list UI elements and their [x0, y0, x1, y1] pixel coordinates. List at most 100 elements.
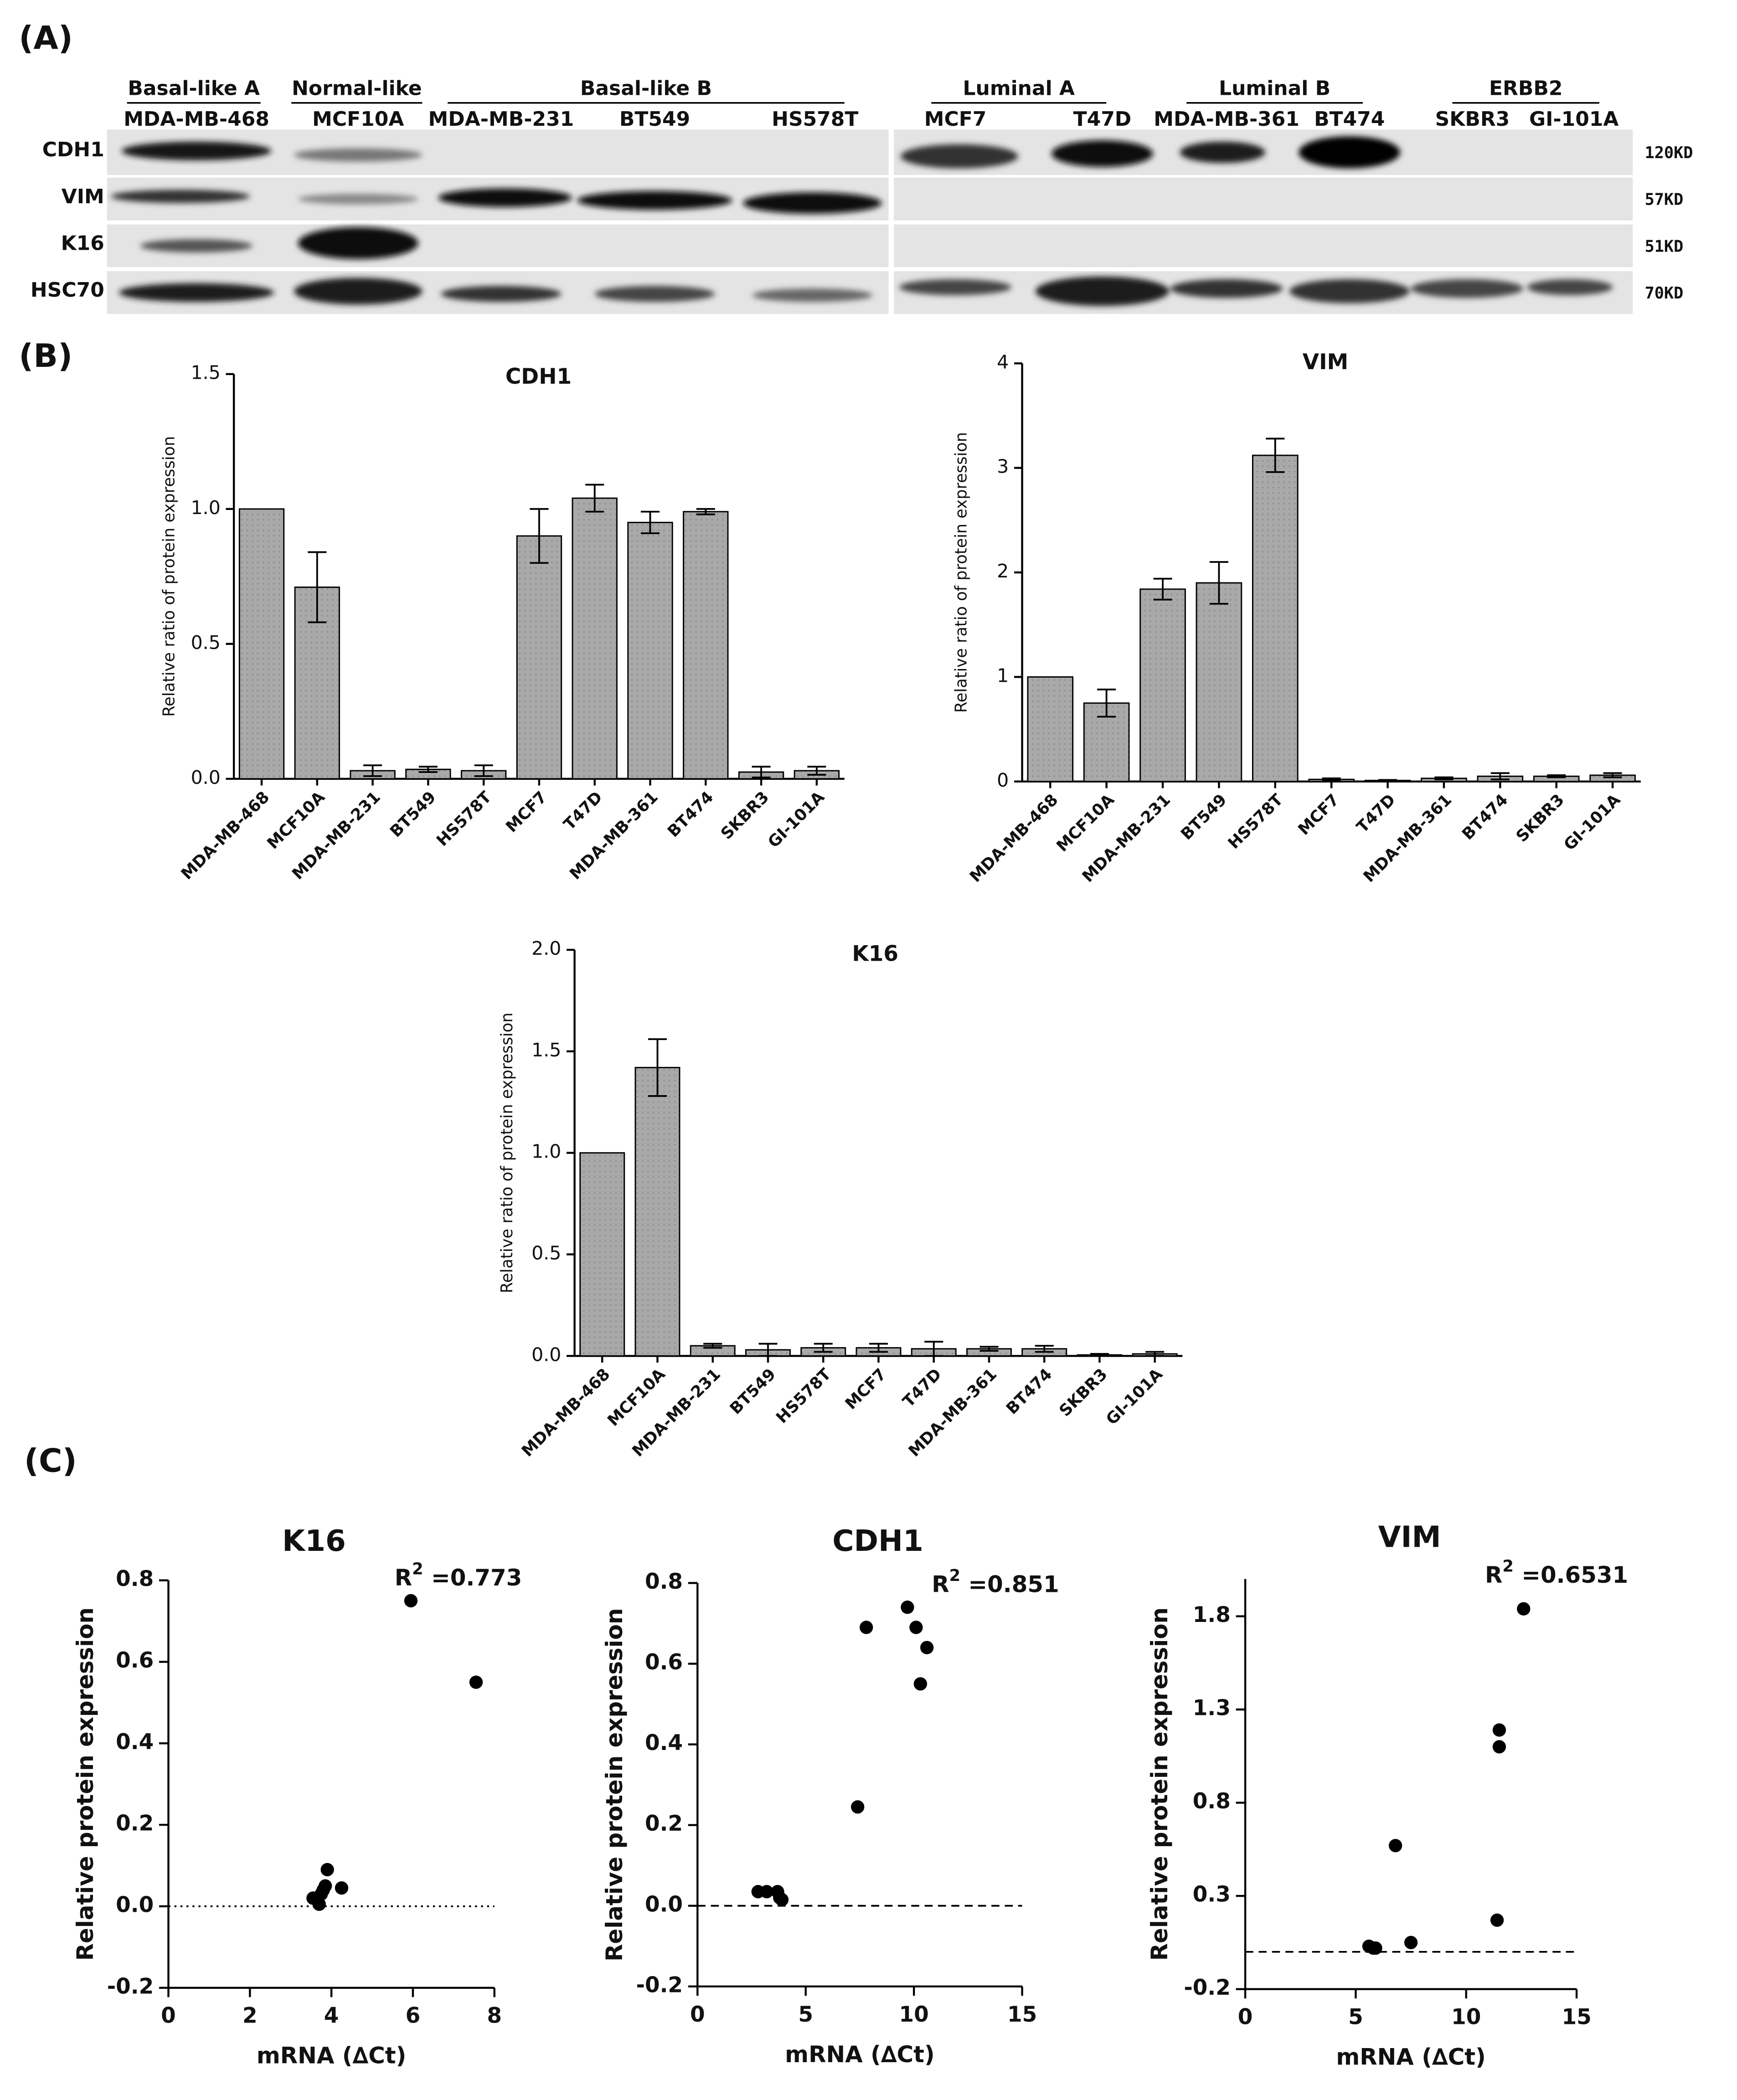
point [851, 1800, 865, 1814]
chart-title: VIM [1303, 350, 1348, 375]
y-axis-label: Relative ratio of protein expression [952, 432, 971, 713]
blot-strip [894, 177, 1633, 221]
annotation-text: =0.851 [960, 1571, 1059, 1597]
point [760, 1885, 773, 1899]
y-tick-label: 2.0 [531, 937, 561, 959]
error-bar [814, 1343, 833, 1353]
band [1035, 276, 1170, 306]
annotation-text: =0.773 [423, 1564, 522, 1590]
point [469, 1675, 483, 1689]
chart-title: CDH1 [505, 364, 572, 389]
y-tick-label: 1.5 [191, 362, 221, 384]
bar-group [911, 1341, 957, 1357]
y-tick-label: 0.2 [116, 1811, 154, 1836]
x-tick-label: 0 [1238, 2005, 1253, 2030]
point [909, 1621, 923, 1634]
bar-group [1021, 1345, 1067, 1357]
point [1404, 1935, 1418, 1950]
band [441, 286, 562, 302]
point [775, 1893, 789, 1907]
bar-group [1308, 777, 1355, 782]
y-tick-label: 0.6 [116, 1648, 154, 1673]
band [900, 144, 1018, 169]
bar-group [738, 766, 784, 780]
bar-group [572, 484, 618, 780]
error-bar [696, 508, 715, 515]
y-tick-label: 1.5 [531, 1039, 561, 1061]
row-label: K16 [61, 232, 104, 255]
bar-group [690, 1343, 736, 1357]
bar-group [1421, 776, 1467, 782]
bar-texture [691, 1345, 735, 1356]
x-tick-label: 10 [899, 2002, 929, 2027]
annotation-sup: 2 [412, 1560, 423, 1578]
y-tick-label: 1 [997, 664, 1009, 686]
y-tick-label: 0.2 [645, 1811, 683, 1836]
point [1490, 1913, 1504, 1927]
x-axis-label: mRNA (∆Ct) [257, 2043, 407, 2069]
lane-label: MCF7 [924, 108, 987, 131]
x-tick-label: MDA-MB-468 [966, 790, 1062, 886]
group-label: Normal-like [292, 77, 422, 100]
error-bar [1266, 438, 1285, 473]
y-tick-label: 3 [997, 456, 1009, 478]
x-tick-label: 15 [1007, 2002, 1037, 2027]
error-bar [1434, 776, 1454, 781]
bar-group [745, 1343, 791, 1357]
bar-texture [1027, 677, 1073, 782]
band [298, 194, 418, 205]
x-tick-label: SKBR3 [717, 788, 773, 844]
band [1527, 279, 1613, 295]
group-label: Basal-like A [128, 77, 260, 100]
bar-texture [1534, 776, 1579, 782]
bar-group [800, 1343, 846, 1357]
error-bar [1490, 772, 1510, 781]
y-tick-label: 0.8 [645, 1569, 683, 1594]
error-bar [418, 766, 438, 773]
blot-strip [894, 224, 1633, 268]
point [1389, 1839, 1402, 1853]
point [312, 1897, 326, 1911]
x-tick-label: BT549 [387, 788, 440, 841]
y-tick-label: 1.3 [1193, 1696, 1231, 1721]
error-bar [1378, 779, 1397, 782]
point [335, 1881, 349, 1895]
x-tick-label: HS578T [773, 1365, 835, 1427]
x-tick-label: 5 [1348, 2005, 1363, 2030]
x-tick-label: BT474 [1003, 1365, 1056, 1418]
group-label: Luminal B [1219, 77, 1330, 100]
lane-label: GI-101A [1529, 108, 1618, 131]
bar-texture [628, 522, 673, 779]
bar-texture [406, 769, 451, 779]
bar-group [516, 508, 562, 780]
row-label: CDH1 [42, 138, 104, 161]
lane-label: BT549 [619, 108, 690, 131]
x-tick-label: SKBR3 [1512, 790, 1568, 846]
band [294, 278, 423, 305]
bar-group [1364, 779, 1411, 782]
error-bar [585, 484, 604, 513]
bar-group [1533, 774, 1580, 782]
annotation-base: R [1485, 1561, 1502, 1588]
bar-texture [683, 511, 728, 779]
chart-title: CDH1 [832, 1524, 923, 1558]
band [438, 188, 572, 207]
y-tick-label: 1.0 [191, 497, 221, 519]
error-bar [1209, 561, 1228, 605]
x-tick-label: T47D [560, 788, 606, 834]
y-tick-label: 0.8 [1193, 1789, 1231, 1814]
annotation-base: R [932, 1571, 949, 1597]
error-bar [979, 1346, 999, 1352]
y-tick-label: 0.3 [1193, 1882, 1231, 1907]
bar-group [1196, 561, 1242, 782]
y-axis-label: Relative ratio of protein expression [160, 436, 178, 717]
annotation: R2 =0.773 [395, 1560, 522, 1590]
panel-label: (B) [19, 337, 72, 375]
y-tick-label: 0.5 [191, 632, 221, 654]
bar-texture [572, 498, 617, 779]
x-tick-label: MCF7 [1294, 790, 1343, 839]
x-tick-label: 10 [1451, 2005, 1481, 2030]
x-tick-label: GI-101A [1103, 1364, 1167, 1429]
x-tick-label: 5 [798, 2002, 813, 2027]
error-bar [807, 766, 826, 776]
